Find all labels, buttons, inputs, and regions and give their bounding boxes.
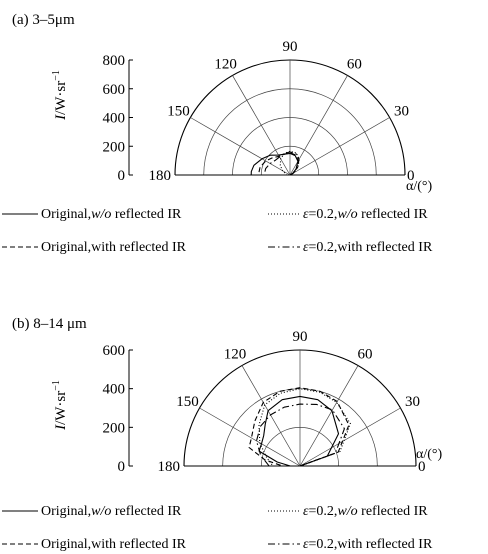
legend-entry: Original,w/o reflected IR [41,504,182,519]
series-line-dashdot [255,403,345,467]
series-line-dashdot [263,151,300,176]
legend-entry: Original,with reflected IR [41,240,187,255]
legend-entry: ε=0.2,with reflected IR [303,240,433,255]
angle-axis-label: α/(°) [406,179,432,194]
y-axis-title: I/W·sr−1 [51,380,69,431]
angle-tick-label: 30 [405,394,420,410]
legend-entry: ε=0.2,with reflected IR [303,537,433,552]
legend-entry: ε=0.2,w/o reflected IR [303,504,428,519]
angle-tick-label: 0 [407,168,415,184]
panel-label: (a) 3–5μm [12,12,75,28]
series-line-dashed [257,152,299,176]
y-tick-label: 200 [103,139,126,155]
angle-tick-label: 180 [149,168,172,184]
grid-spoke [199,407,301,467]
grid-spoke [299,365,359,467]
angle-tick-label: 90 [293,329,308,345]
grid-spoke [289,75,348,176]
grid-spoke [190,117,291,176]
y-tick-label: 0 [118,459,126,475]
grid-spoke [299,407,401,467]
angle-tick-label: 150 [167,104,190,120]
y-axis-title: I/W·sr−1 [51,70,69,121]
y-tick-label: 0 [118,168,126,184]
angle-tick-label: 0 [418,459,426,475]
angle-tick-label: 120 [214,56,237,72]
y-tick-label: 800 [103,53,126,69]
angle-tick-label: 120 [224,346,247,362]
angle-tick-label: 60 [347,56,362,72]
y-tick-label: 400 [103,111,126,127]
y-tick-label: 400 [103,382,126,398]
grid-spoke [289,117,390,176]
series-line-dashed [248,387,350,467]
legend-entry: Original,w/o reflected IR [41,207,182,222]
y-tick-label: 600 [103,82,126,98]
angle-tick-label: 90 [283,39,298,55]
angle-axis-label: α/(°) [416,447,442,462]
legend-entry: ε=0.2,w/o reflected IR [303,207,428,222]
panel-a: (a) 3–5μm1801501209060300α/(°)8006004002… [2,12,433,255]
panel-label: (b) 8–14 μm [12,316,87,332]
angle-tick-label: 30 [394,104,409,120]
y-tick-label: 200 [103,420,126,436]
series-line-dotted [258,388,351,467]
legend: Original,w/o reflected IR ε=0.2,w/o refle… [2,504,433,552]
legend: Original,w/o reflected IR ε=0.2,w/o refle… [2,207,433,255]
y-tick-label: 600 [103,343,126,359]
angle-tick-label: 60 [357,346,372,362]
angle-tick-label: 180 [158,459,181,475]
panel-b: (b) 8–14 μm1801501209060300α/(°)60040020… [2,316,442,552]
grid-spoke [241,365,301,467]
legend-entry: Original,with reflected IR [41,537,187,552]
angle-tick-label: 150 [176,394,199,410]
series-line-solid [258,395,340,467]
